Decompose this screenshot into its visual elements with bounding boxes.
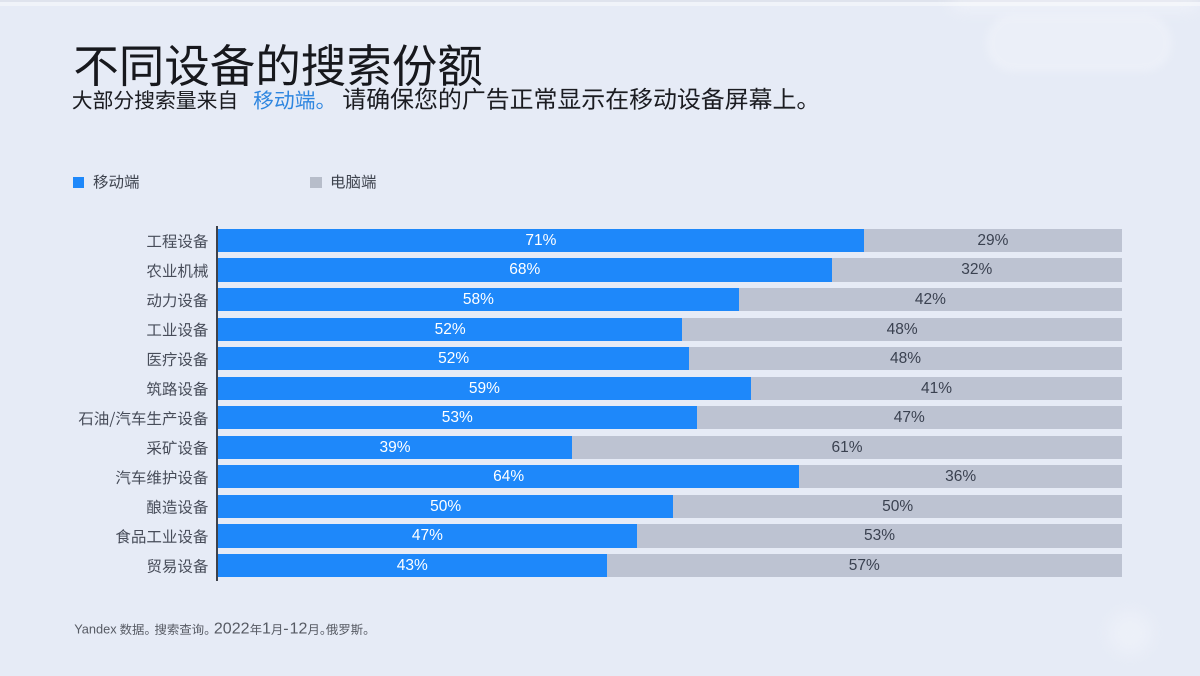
svg-text:1: 1 [262,621,271,638]
svg-text:-: - [283,621,288,638]
svg-text:Yandex: Yandex [74,622,117,637]
svg-text:12: 12 [290,621,308,638]
svg-text:2022: 2022 [214,621,250,638]
